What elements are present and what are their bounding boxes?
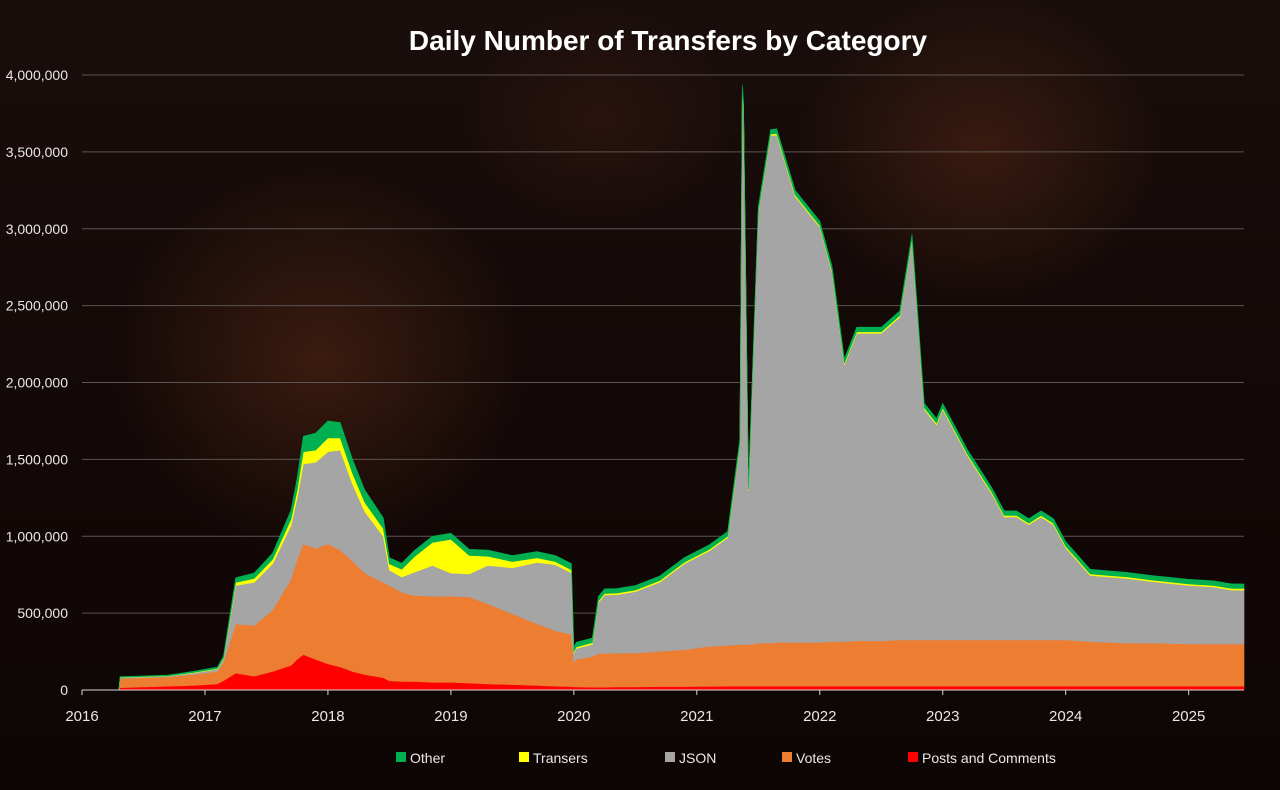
legend-item: JSON xyxy=(665,750,716,766)
legend-item: Transers xyxy=(519,750,588,766)
x-tick-label: 2016 xyxy=(65,708,98,725)
chart-title: Daily Number of Transfers by Category xyxy=(409,25,928,56)
x-tick-label: 2025 xyxy=(1172,708,1205,725)
legend-item: Votes xyxy=(782,750,831,766)
y-tick-label: 500,000 xyxy=(17,605,68,621)
legend-item: Other xyxy=(396,750,445,766)
area-series-group xyxy=(82,84,1245,691)
y-tick-label: 1,500,000 xyxy=(6,451,68,467)
x-axis: 2016 2017 2018 2019 2020 2021 2022 2023 2024 2025 xyxy=(65,689,1244,725)
y-tick-label: 2,500,000 xyxy=(6,298,68,314)
x-tick-label: 2023 xyxy=(926,708,959,725)
y-tick-label: 1,000,000 xyxy=(6,528,68,544)
legend-swatch xyxy=(519,752,529,762)
legend-swatch xyxy=(396,752,406,762)
legend-label: Other xyxy=(410,750,445,766)
legend-label: Posts and Comments xyxy=(922,750,1056,766)
legend-swatch xyxy=(908,752,918,762)
area-series-other xyxy=(82,84,1245,691)
y-tick-label: 3,000,000 xyxy=(6,221,68,237)
y-tick-label: 4,000,000 xyxy=(6,67,68,83)
y-tick-label: 0 xyxy=(60,682,68,698)
x-tick-label: 2017 xyxy=(188,708,221,725)
x-tick-label: 2022 xyxy=(803,708,836,725)
x-tick-label: 2021 xyxy=(680,708,713,725)
x-tick-label: 2020 xyxy=(557,708,590,725)
legend: Other Transers JSON Votes Posts and Comments xyxy=(396,750,1056,766)
legend-label: Transers xyxy=(533,750,588,766)
y-tick-label: 3,500,000 xyxy=(6,144,68,160)
legend-swatch xyxy=(665,752,675,762)
y-axis: 0 500,000 1,000,000 1,500,000 2,000,000 2,500… xyxy=(6,67,69,698)
x-tick-label: 2019 xyxy=(434,708,467,725)
legend-swatch xyxy=(782,752,792,762)
y-tick-label: 2,000,000 xyxy=(6,375,68,391)
legend-item: Posts and Comments xyxy=(908,750,1056,766)
legend-label: Votes xyxy=(796,750,831,766)
area-series-json xyxy=(82,91,1245,691)
x-tick-label: 2024 xyxy=(1049,708,1082,725)
legend-label: JSON xyxy=(679,750,716,766)
x-tick-label: 2018 xyxy=(311,708,344,725)
